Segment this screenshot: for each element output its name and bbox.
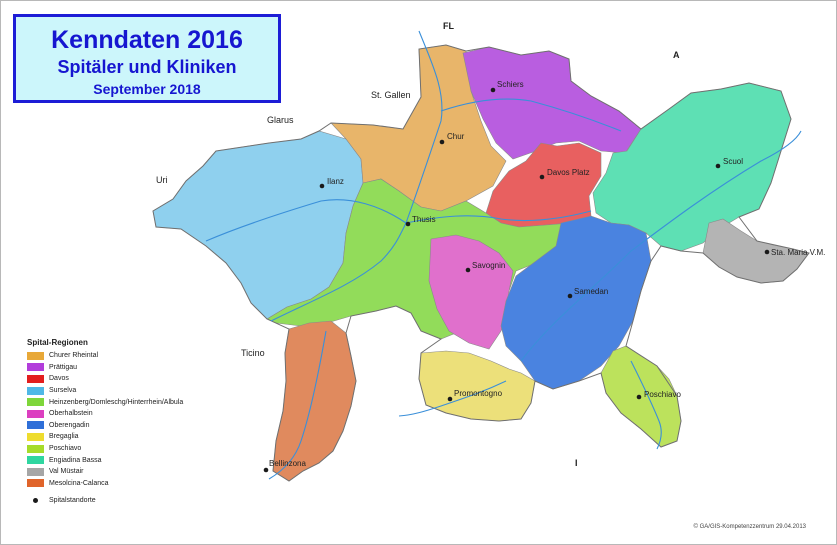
region-bregaglia <box>418 350 536 422</box>
site-dot-scuol <box>715 163 721 169</box>
legend-item: Mesolcina-Calanca <box>27 478 227 490</box>
neighbour-label-a: A <box>673 50 680 60</box>
site-label-ilanz: Ilanz <box>327 177 344 186</box>
legend-item-sites: Spitalstandorte <box>27 497 227 504</box>
legend-label: Oberengadin <box>49 421 90 429</box>
region-mesolcina-calanca <box>272 320 357 482</box>
legend-item: Heinzenberg/Domleschg/Hinterrhein/Albula <box>27 396 227 408</box>
site-label-thusis: Thusis <box>412 215 436 224</box>
legend-label: Poschiavo <box>49 445 82 453</box>
legend-items: Churer Rheintal Prättigau Davos Surselva Hei… <box>27 350 227 489</box>
river-poschiavino <box>630 360 662 450</box>
legend-sites-label: Spitalstandorte <box>49 497 96 505</box>
legend-label: Val Müstair <box>49 468 84 476</box>
legend-swatch <box>27 421 44 430</box>
legend-swatch <box>27 409 44 418</box>
site-label-samedan: Samedan <box>574 287 608 296</box>
site-label-savognin: Savognin <box>472 261 505 270</box>
hospital-site-icon <box>33 498 38 504</box>
site-dot-chur <box>439 139 445 145</box>
legend-label: Oberhalbstein <box>49 410 93 418</box>
legend-swatch <box>27 479 44 488</box>
site-dot-schiers <box>490 87 496 93</box>
site-dot-samedan <box>567 293 573 299</box>
title-box: Kenndaten 2016 Spitäler und Kliniken Sep… <box>13 14 281 103</box>
region-davos <box>485 142 602 228</box>
legend-swatch <box>27 467 44 476</box>
legend-item: Churer Rheintal <box>27 350 227 362</box>
river-alpine-rhine <box>405 30 443 224</box>
site-dot-davos <box>539 174 545 180</box>
legend-label: Mesolcina-Calanca <box>49 479 109 487</box>
legend-swatch <box>27 456 44 465</box>
neighbour-label-glarus: Glarus <box>267 115 294 125</box>
legend-label: Heinzenberg/Domleschg/Hinterrhein/Albula <box>49 398 184 406</box>
river-inn <box>520 130 802 362</box>
legend-label: Prättigau <box>49 363 78 371</box>
site-label-poschiavo: Poschiavo <box>644 390 681 399</box>
site-dot-bellinzona <box>263 467 269 473</box>
site-label-schiers: Schiers <box>497 80 524 89</box>
legend-swatch <box>27 351 44 360</box>
site-dot-thusis <box>405 221 411 227</box>
neighbour-label-ticino: Ticino <box>241 348 265 358</box>
legend-item: Bregaglia <box>27 431 227 443</box>
site-label-sta-maria: Sta. Maria V.M. <box>771 248 825 257</box>
site-label-scuol: Scuol <box>723 157 743 166</box>
site-label-chur: Chur <box>447 132 465 141</box>
neighbour-label-uri: Uri <box>156 175 168 185</box>
legend-label: Churer Rheintal <box>49 352 99 360</box>
legend-swatch <box>27 432 44 441</box>
river-landquart <box>440 98 622 132</box>
canton-border <box>152 44 810 482</box>
neighbour-label-st-gallen: St. Gallen <box>371 90 411 100</box>
site-dot-poschiavo <box>636 394 642 400</box>
site-label-promontogno: Promontogno <box>454 389 503 398</box>
legend-swatch <box>27 363 44 372</box>
legend-item: Oberhalbstein <box>27 408 227 420</box>
river-albula <box>405 210 592 224</box>
legend-label: Engiadina Bassa <box>49 456 102 464</box>
legend-label: Surselva <box>49 387 77 395</box>
legend-item: Val Müstair <box>27 466 227 478</box>
river-hinterrhein <box>270 222 407 322</box>
legend-item: Surselva <box>27 385 227 397</box>
legend-title: Spital-Regionen <box>27 338 88 347</box>
map-title: Kenndaten 2016 <box>51 26 243 54</box>
legend-item: Engiadina Bassa <box>27 454 227 466</box>
site-label-davos: Davos Platz <box>547 168 590 177</box>
legend-label: Bregaglia <box>49 433 79 441</box>
copyright-note: © GA/GIS-Kompetenzzentrum 29.04.2013 <box>693 524 806 530</box>
legend-swatch <box>27 444 44 453</box>
site-label-bellinzona: Bellinzona <box>269 459 306 468</box>
legend-item: Oberengadin <box>27 420 227 432</box>
neighbour-label-fl: FL <box>443 21 454 31</box>
legend: Spital-Regionen Churer Rheintal Prättigau… <box>27 338 227 504</box>
river-moesa <box>268 330 327 480</box>
legend-item: Poschiavo <box>27 443 227 455</box>
river-rhine <box>205 199 407 242</box>
neighbour-label-i: I <box>575 458 578 468</box>
legend-item: Davos <box>27 373 227 385</box>
site-dot-sta-maria <box>764 249 770 255</box>
map-date: September 2018 <box>93 81 201 97</box>
legend-swatch <box>27 386 44 395</box>
map-subtitle: Spitäler und Kliniken <box>57 57 237 77</box>
legend-label: Davos <box>49 375 69 383</box>
legend-swatch <box>27 398 44 407</box>
site-dot-ilanz <box>319 183 325 189</box>
legend-swatch <box>27 374 44 383</box>
legend-item: Prättigau <box>27 362 227 374</box>
river-maira <box>398 380 507 417</box>
site-dot-savognin <box>465 267 471 273</box>
site-dot-promontogno <box>447 396 453 402</box>
